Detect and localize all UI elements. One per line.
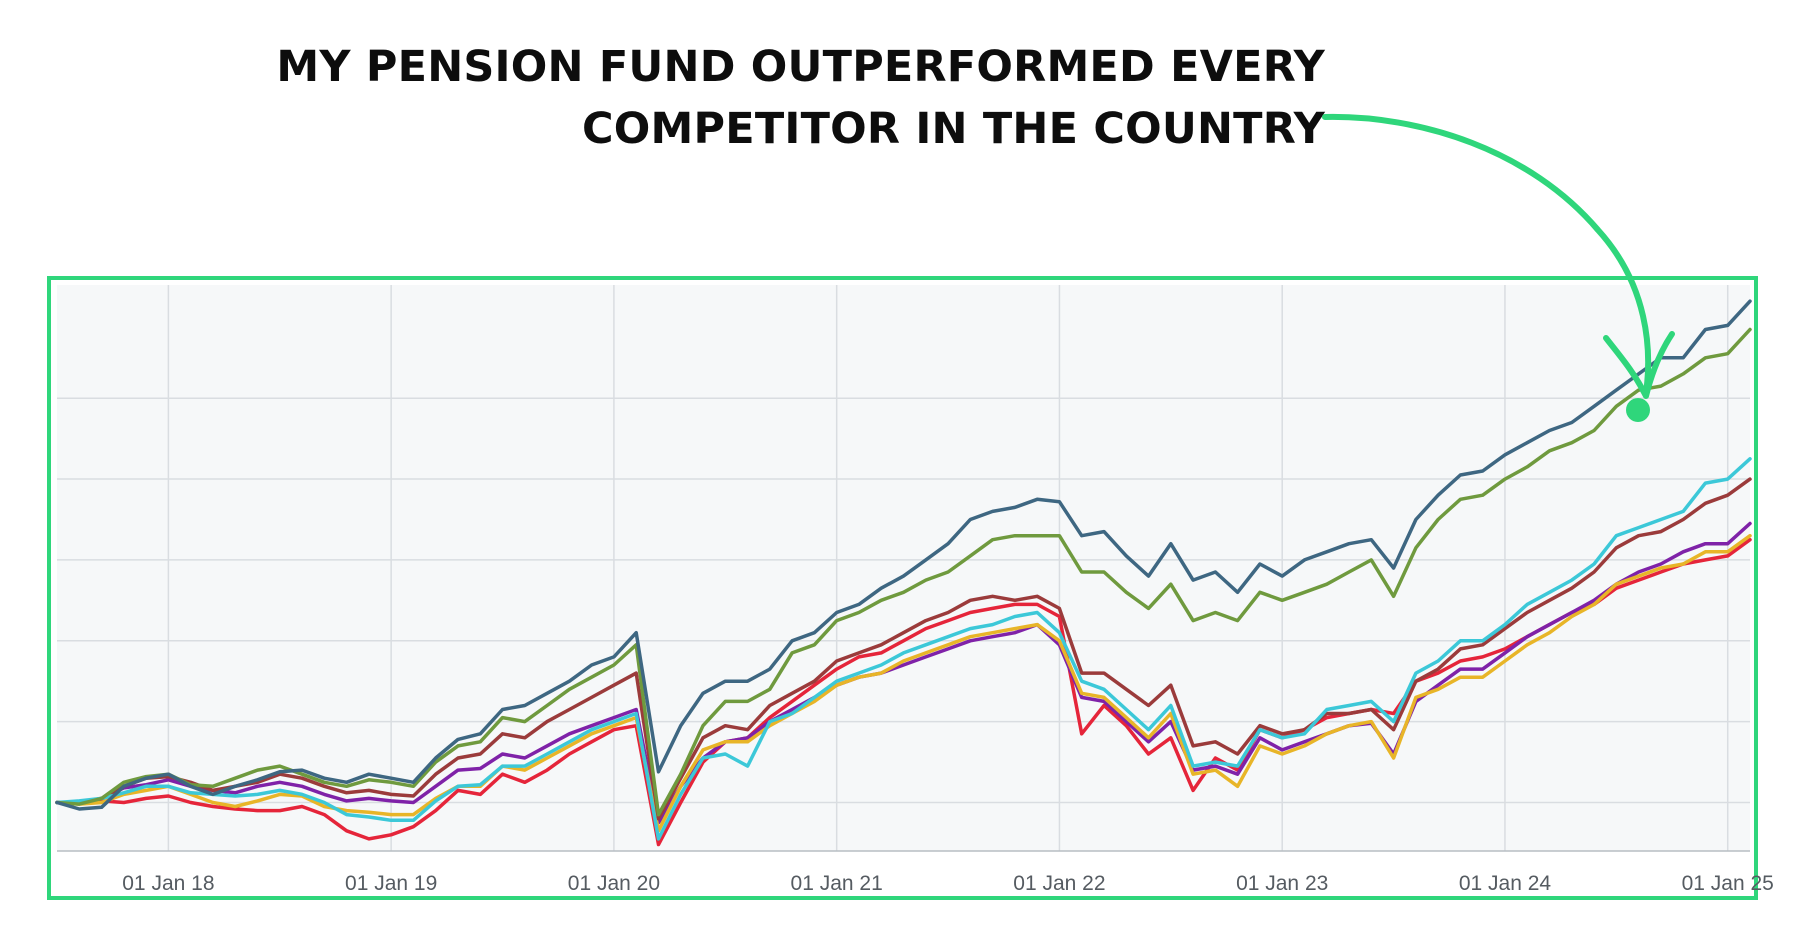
highlight-frame xyxy=(47,276,1758,900)
headline-line-1: MY PENSION FUND OUTPERFORMED EVERY xyxy=(276,42,1325,92)
series-line-2 xyxy=(55,457,1752,841)
series-line-0 xyxy=(55,299,1752,811)
headline-line-2: COMPETITOR IN THE COUNTRY xyxy=(582,104,1325,154)
x-tick-label: 01 Jan 19 xyxy=(345,872,437,895)
annotation-arrowhead xyxy=(1603,331,1675,399)
annotation-dot xyxy=(1626,398,1650,422)
plot-area xyxy=(57,285,1750,851)
series-line-3 xyxy=(55,477,1752,821)
series-line-1 xyxy=(55,327,1752,817)
x-tick-label: 01 Jan 22 xyxy=(1013,872,1105,895)
annotation-arrow xyxy=(1322,113,1652,396)
x-axis: 01 Jan 18 01 Jan 19 01 Jan 20 01 Jan 21 01 J… xyxy=(122,872,1774,895)
series-line-5 xyxy=(55,521,1752,825)
series-line-6 xyxy=(55,537,1752,847)
x-tick-label: 01 Jan 24 xyxy=(1459,872,1552,895)
x-tick-label: 01 Jan 23 xyxy=(1236,872,1328,895)
x-tick-label: 01 Jan 18 xyxy=(122,872,214,895)
x-tick-label: 01 Jan 20 xyxy=(568,872,660,895)
series-group xyxy=(55,299,1752,847)
x-tick-label: 01 Jan 25 xyxy=(1682,872,1774,895)
x-tick-label: 01 Jan 21 xyxy=(791,872,883,895)
